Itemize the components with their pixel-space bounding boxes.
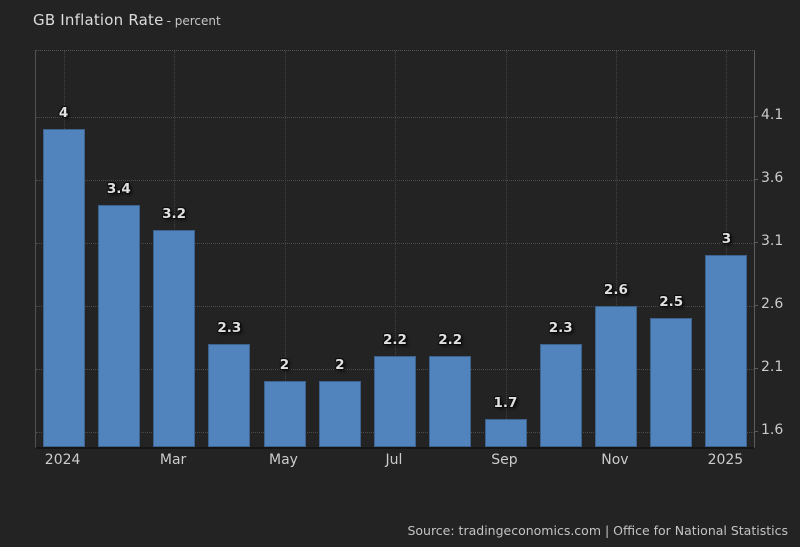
v-gridline bbox=[726, 51, 728, 447]
bar-jan-2024[interactable] bbox=[42, 129, 85, 447]
bar-value-label: 2.3 bbox=[548, 319, 573, 336]
v-gridline bbox=[395, 51, 396, 447]
x-tick-label: Mar bbox=[159, 452, 187, 468]
plot-area[interactable]: 4 3.4 3.2 2.3 2 2 2.2 2.2 1.7 2.3 2.6 2.5 3 bbox=[35, 50, 755, 449]
bar-nov-2024[interactable] bbox=[594, 305, 637, 447]
x-tick-label: 2025 bbox=[707, 452, 744, 468]
y-tick-mark bbox=[754, 115, 758, 117]
chart-title: GB Inflation Rate bbox=[33, 11, 164, 29]
x-tick-label: Jul bbox=[385, 452, 403, 468]
y-tick-mark bbox=[754, 367, 758, 369]
bar-value-label: 2.5 bbox=[659, 294, 684, 311]
bar-dec-2024[interactable] bbox=[650, 318, 693, 447]
chart-header: GB Inflation Rate - percent bbox=[33, 10, 221, 29]
bar-jan-2025[interactable] bbox=[705, 255, 748, 447]
bar-apr-2024[interactable] bbox=[208, 343, 251, 447]
y-tick-label: 4.1 bbox=[761, 106, 784, 123]
bar-aug-2024[interactable] bbox=[429, 356, 472, 447]
bar-value-label: 2.3 bbox=[217, 319, 242, 336]
bar-value-label: 2.2 bbox=[438, 332, 463, 349]
x-tick-label: Sep bbox=[491, 452, 518, 468]
y-tick-mark bbox=[754, 241, 758, 243]
bar-value-label: 3.2 bbox=[162, 206, 187, 223]
x-tick-label: Nov bbox=[601, 452, 629, 468]
bar-value-label: 2 bbox=[335, 357, 345, 374]
bar-value-label: 4 bbox=[58, 105, 69, 122]
bar-jun-2024[interactable] bbox=[318, 381, 361, 447]
x-tick-label: May bbox=[269, 452, 298, 468]
y-tick-label: 2.6 bbox=[761, 295, 784, 312]
v-gridline bbox=[284, 51, 286, 447]
y-tick-mark bbox=[754, 430, 758, 432]
bar-value-label: 2 bbox=[279, 357, 290, 374]
bar-feb-2024[interactable] bbox=[97, 204, 140, 447]
bar-oct-2024[interactable] bbox=[539, 343, 582, 447]
bar-sep-2024[interactable] bbox=[484, 419, 527, 447]
y-tick-label: 3.6 bbox=[761, 169, 784, 186]
chart-subtitle: - percent bbox=[166, 14, 221, 28]
y-tick-label: 2.1 bbox=[761, 358, 784, 375]
bar-may-2024[interactable] bbox=[263, 381, 306, 447]
y-tick-mark bbox=[754, 304, 758, 306]
v-gridline bbox=[505, 51, 507, 447]
source-attribution: Source: tradingeconomics.com | Office fo… bbox=[407, 523, 788, 538]
bar-jul-2024[interactable] bbox=[374, 356, 416, 447]
y-tick-label: 3.1 bbox=[761, 232, 784, 249]
bar-mar-2024[interactable] bbox=[153, 230, 196, 447]
x-tick-label: 2024 bbox=[44, 452, 81, 468]
x-axis: 2024 Mar May Jul Sep Nov 2025 bbox=[35, 452, 753, 472]
y-tick-mark bbox=[754, 178, 758, 180]
y-tick-label: 1.6 bbox=[761, 421, 784, 438]
y-axis: 1.6 2.1 2.6 3.1 3.6 4.1 bbox=[754, 50, 800, 446]
bar-value-label: 2.2 bbox=[383, 332, 407, 349]
bar-value-label: 3.4 bbox=[106, 180, 131, 197]
v-gridline bbox=[615, 51, 617, 447]
bar-value-label: 2.6 bbox=[603, 281, 628, 298]
bar-value-label: 3 bbox=[721, 231, 732, 248]
bar-value-label: 1.7 bbox=[493, 395, 518, 412]
